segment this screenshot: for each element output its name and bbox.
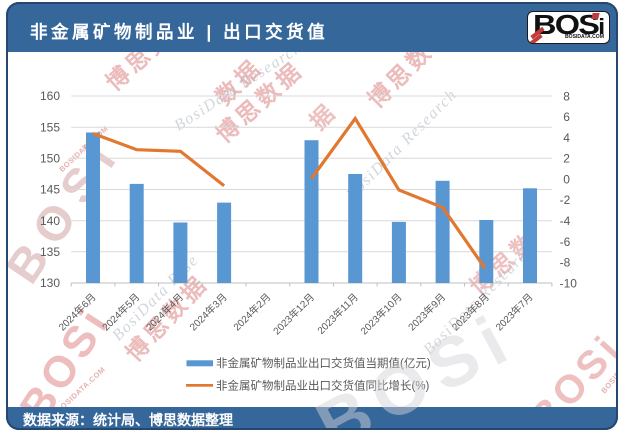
svg-text:6: 6 <box>563 110 570 124</box>
svg-text:140: 140 <box>40 214 60 228</box>
svg-text:-10: -10 <box>560 276 578 290</box>
svg-text:155: 155 <box>40 120 60 134</box>
svg-text:135: 135 <box>40 245 60 259</box>
svg-text:8: 8 <box>563 89 570 103</box>
svg-text:2024年2月: 2024年2月 <box>230 290 273 333</box>
svg-text:-8: -8 <box>560 256 571 270</box>
svg-text:0: 0 <box>563 172 570 186</box>
svg-text:2023年12月: 2023年12月 <box>270 290 317 337</box>
svg-text:非金属矿物制品业出口交货值当期值(亿元): 非金属矿物制品业出口交货值当期值(亿元) <box>216 356 431 370</box>
svg-text:2024年5月: 2024年5月 <box>99 290 142 333</box>
svg-text:4: 4 <box>563 131 570 145</box>
svg-text:2024年4月: 2024年4月 <box>143 290 186 333</box>
svg-text:-2: -2 <box>560 193 571 207</box>
svg-text:2023年11月: 2023年11月 <box>314 290 360 336</box>
svg-text:2024年6月: 2024年6月 <box>56 290 99 333</box>
svg-text:-4: -4 <box>560 214 571 228</box>
svg-text:2024年3月: 2024年3月 <box>187 290 230 333</box>
svg-text:-6: -6 <box>560 235 571 249</box>
svg-text:150: 150 <box>40 152 60 166</box>
svg-text:非金属矿物制品业出口交货值同比增长(%): 非金属矿物制品业出口交货值同比增长(%) <box>216 379 430 393</box>
svg-text:2023年10月: 2023年10月 <box>358 290 405 337</box>
svg-text:130: 130 <box>40 276 60 290</box>
svg-text:145: 145 <box>40 183 60 197</box>
svg-text:160: 160 <box>40 89 60 103</box>
svg-text:2: 2 <box>563 152 570 166</box>
